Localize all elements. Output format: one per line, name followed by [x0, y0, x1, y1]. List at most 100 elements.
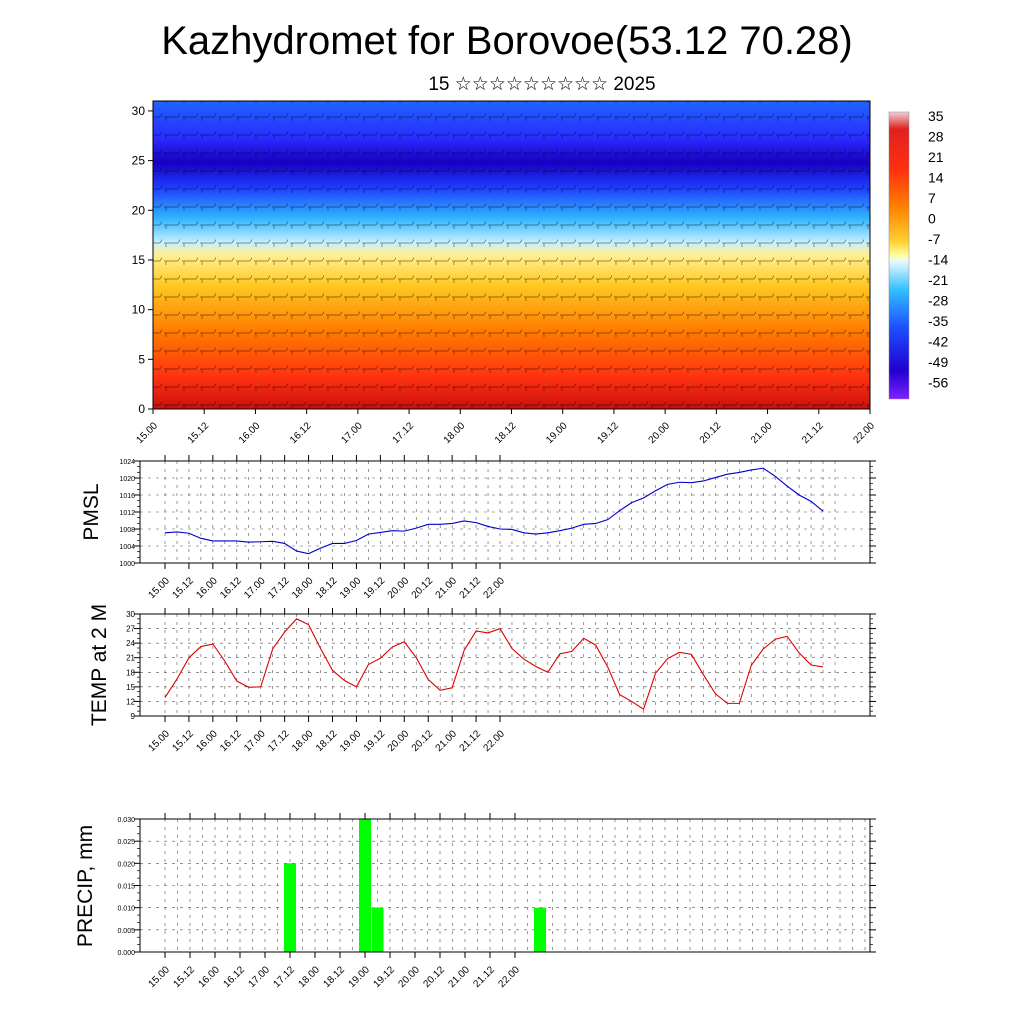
y-tick-label: 5 — [138, 352, 145, 366]
x-tick-label: 21.12 — [458, 575, 484, 601]
cross-section-panel: 0 5 10 15 20 25 30 15.00 15.12 16.00 16.12 17.00 17… — [132, 100, 877, 446]
temp-series-line — [164, 618, 824, 711]
y-tick-label: 1004 — [119, 544, 135, 551]
x-tick-label: 19.12 — [595, 420, 621, 446]
colorbar-label: 0 — [928, 211, 936, 227]
colorbar-label: 7 — [928, 190, 936, 206]
page-title: Kazhydromet for Borovoe(53.12 70.28) — [161, 19, 853, 63]
x-tick-label: 16.00 — [196, 964, 222, 990]
y-tick-label: 15 — [126, 683, 135, 692]
x-tick-label: 18.00 — [290, 728, 316, 754]
x-tick-label: 18.00 — [296, 964, 322, 990]
x-tick-label: 20.12 — [410, 728, 436, 754]
temp-y-axis: 9 12 15 18 21 24 27 30 — [126, 610, 876, 721]
x-tick-label: 22.00 — [851, 420, 877, 446]
precip-bar — [371, 907, 384, 952]
y-tick-label: 27 — [126, 625, 135, 634]
x-tick-label: 17.00 — [246, 964, 272, 990]
precip-bar — [284, 863, 296, 952]
x-tick-label: 19.00 — [338, 728, 364, 754]
cross-section-barbs — [153, 101, 870, 409]
y-tick-label: 0.030 — [117, 817, 135, 824]
x-tick-label: 15.12 — [170, 728, 196, 754]
y-tick-label: 21 — [126, 654, 135, 663]
colorbar-ramp — [888, 111, 910, 400]
x-tick-label: 19.00 — [544, 420, 570, 446]
x-tick-label: 17.00 — [339, 420, 365, 446]
precip-bar — [359, 819, 371, 952]
precip-ylabel: PRECIP, mm — [74, 825, 97, 947]
x-tick-label: 15.00 — [134, 420, 160, 446]
x-tick-label: 16.12 — [288, 420, 314, 446]
temp-panel: 9 12 15 18 21 24 27 30 15.0015.1216.0016.1217.0… — [88, 604, 876, 754]
y-tick-label: 0.005 — [117, 928, 135, 935]
x-tick-label: 16.12 — [221, 964, 247, 990]
x-tick-label: 15.12 — [186, 420, 212, 446]
precip-x-axis: 15.00 15.12 16.00 16.12 17.00 17.12 18.00 18.12… — [146, 813, 522, 990]
temp-grid — [140, 614, 870, 716]
pmsl-frame — [139, 460, 871, 564]
y-tick-label: 12 — [126, 697, 135, 706]
colorbar-label: -35 — [928, 313, 948, 329]
x-tick-label: 15.12 — [171, 964, 197, 990]
x-tick-label: 17.12 — [271, 964, 297, 990]
cross-section-y-axis: 0 5 10 15 20 25 30 — [132, 104, 153, 416]
precip-panel: 0.000 0.005 0.010 0.015 0.020 0.025 0.030 15.0… — [74, 813, 876, 990]
x-tick-label: 20.00 — [647, 420, 673, 446]
x-tick-label: 21.00 — [446, 964, 472, 990]
y-tick-label: 1016 — [119, 493, 135, 500]
precip-bar — [534, 907, 546, 952]
y-tick-label: 1020 — [119, 476, 135, 483]
x-tick-label: 17.00 — [242, 728, 268, 754]
colorbar-label: 35 — [928, 108, 944, 124]
x-tick-label: 19.12 — [371, 964, 397, 990]
precip-bars — [284, 819, 546, 952]
colorbar-label: 14 — [928, 170, 944, 186]
x-tick-label: 20.12 — [410, 575, 436, 601]
x-tick-label: 17.00 — [242, 575, 268, 601]
x-tick-label: 16.12 — [218, 728, 244, 754]
x-tick-label: 20.00 — [386, 728, 412, 754]
x-tick-label: 16.00 — [237, 420, 263, 446]
pmsl-ylabel: PMSL — [80, 483, 103, 540]
y-tick-label: 1008 — [119, 527, 135, 534]
precip-frame — [139, 818, 871, 953]
x-tick-label: 21.00 — [434, 575, 460, 601]
x-tick-label: 16.00 — [194, 575, 220, 601]
y-tick-label: 0.015 — [117, 884, 135, 891]
precip-y-axis: 0.000 0.005 0.010 0.015 0.020 0.025 0.030 — [117, 817, 876, 957]
colorbar-label: -21 — [928, 272, 948, 288]
pmsl-grid — [140, 461, 870, 563]
x-tick-label: 15.00 — [146, 964, 172, 990]
colorbar-label: -7 — [928, 231, 941, 247]
y-tick-label: 0 — [138, 402, 145, 416]
x-tick-label: 18.00 — [290, 575, 316, 601]
x-tick-label: 20.12 — [698, 420, 724, 446]
x-tick-label: 22.00 — [481, 575, 507, 601]
x-tick-label: 22.00 — [496, 964, 522, 990]
colorbar-label: -42 — [928, 334, 948, 350]
colorbar: 35 28 21 14 7 0 -7 -14 -21 -28 -35 -42 -49 -56 — [888, 108, 948, 400]
x-tick-label: 17.12 — [266, 575, 292, 601]
x-tick-label: 15.12 — [170, 575, 196, 601]
x-tick-label: 17.12 — [391, 420, 417, 446]
y-tick-label: 0.020 — [117, 861, 135, 868]
y-tick-label: 30 — [126, 610, 135, 619]
y-tick-label: 0.025 — [117, 839, 135, 846]
y-tick-label: 20 — [132, 203, 146, 217]
x-tick-label: 15.00 — [146, 575, 172, 601]
y-tick-label: 0.010 — [117, 906, 135, 913]
pmsl-y-axis: 1000 1004 1008 1012 1016 1020 1024 — [119, 459, 876, 568]
temp-frame — [139, 613, 871, 717]
cross-section-x-axis: 15.00 15.12 16.00 16.12 17.00 17.12 18.00 18.12… — [134, 409, 877, 446]
x-tick-label: 16.12 — [218, 575, 244, 601]
colorbar-label: -14 — [928, 252, 948, 268]
y-tick-label: 24 — [126, 639, 135, 648]
colorbar-label: -28 — [928, 293, 948, 309]
x-tick-label: 18.12 — [314, 728, 340, 754]
x-tick-label: 15.00 — [146, 728, 172, 754]
x-tick-label: 21.00 — [749, 420, 775, 446]
y-tick-label: 0.000 — [117, 950, 135, 957]
x-tick-label: 19.12 — [362, 728, 388, 754]
